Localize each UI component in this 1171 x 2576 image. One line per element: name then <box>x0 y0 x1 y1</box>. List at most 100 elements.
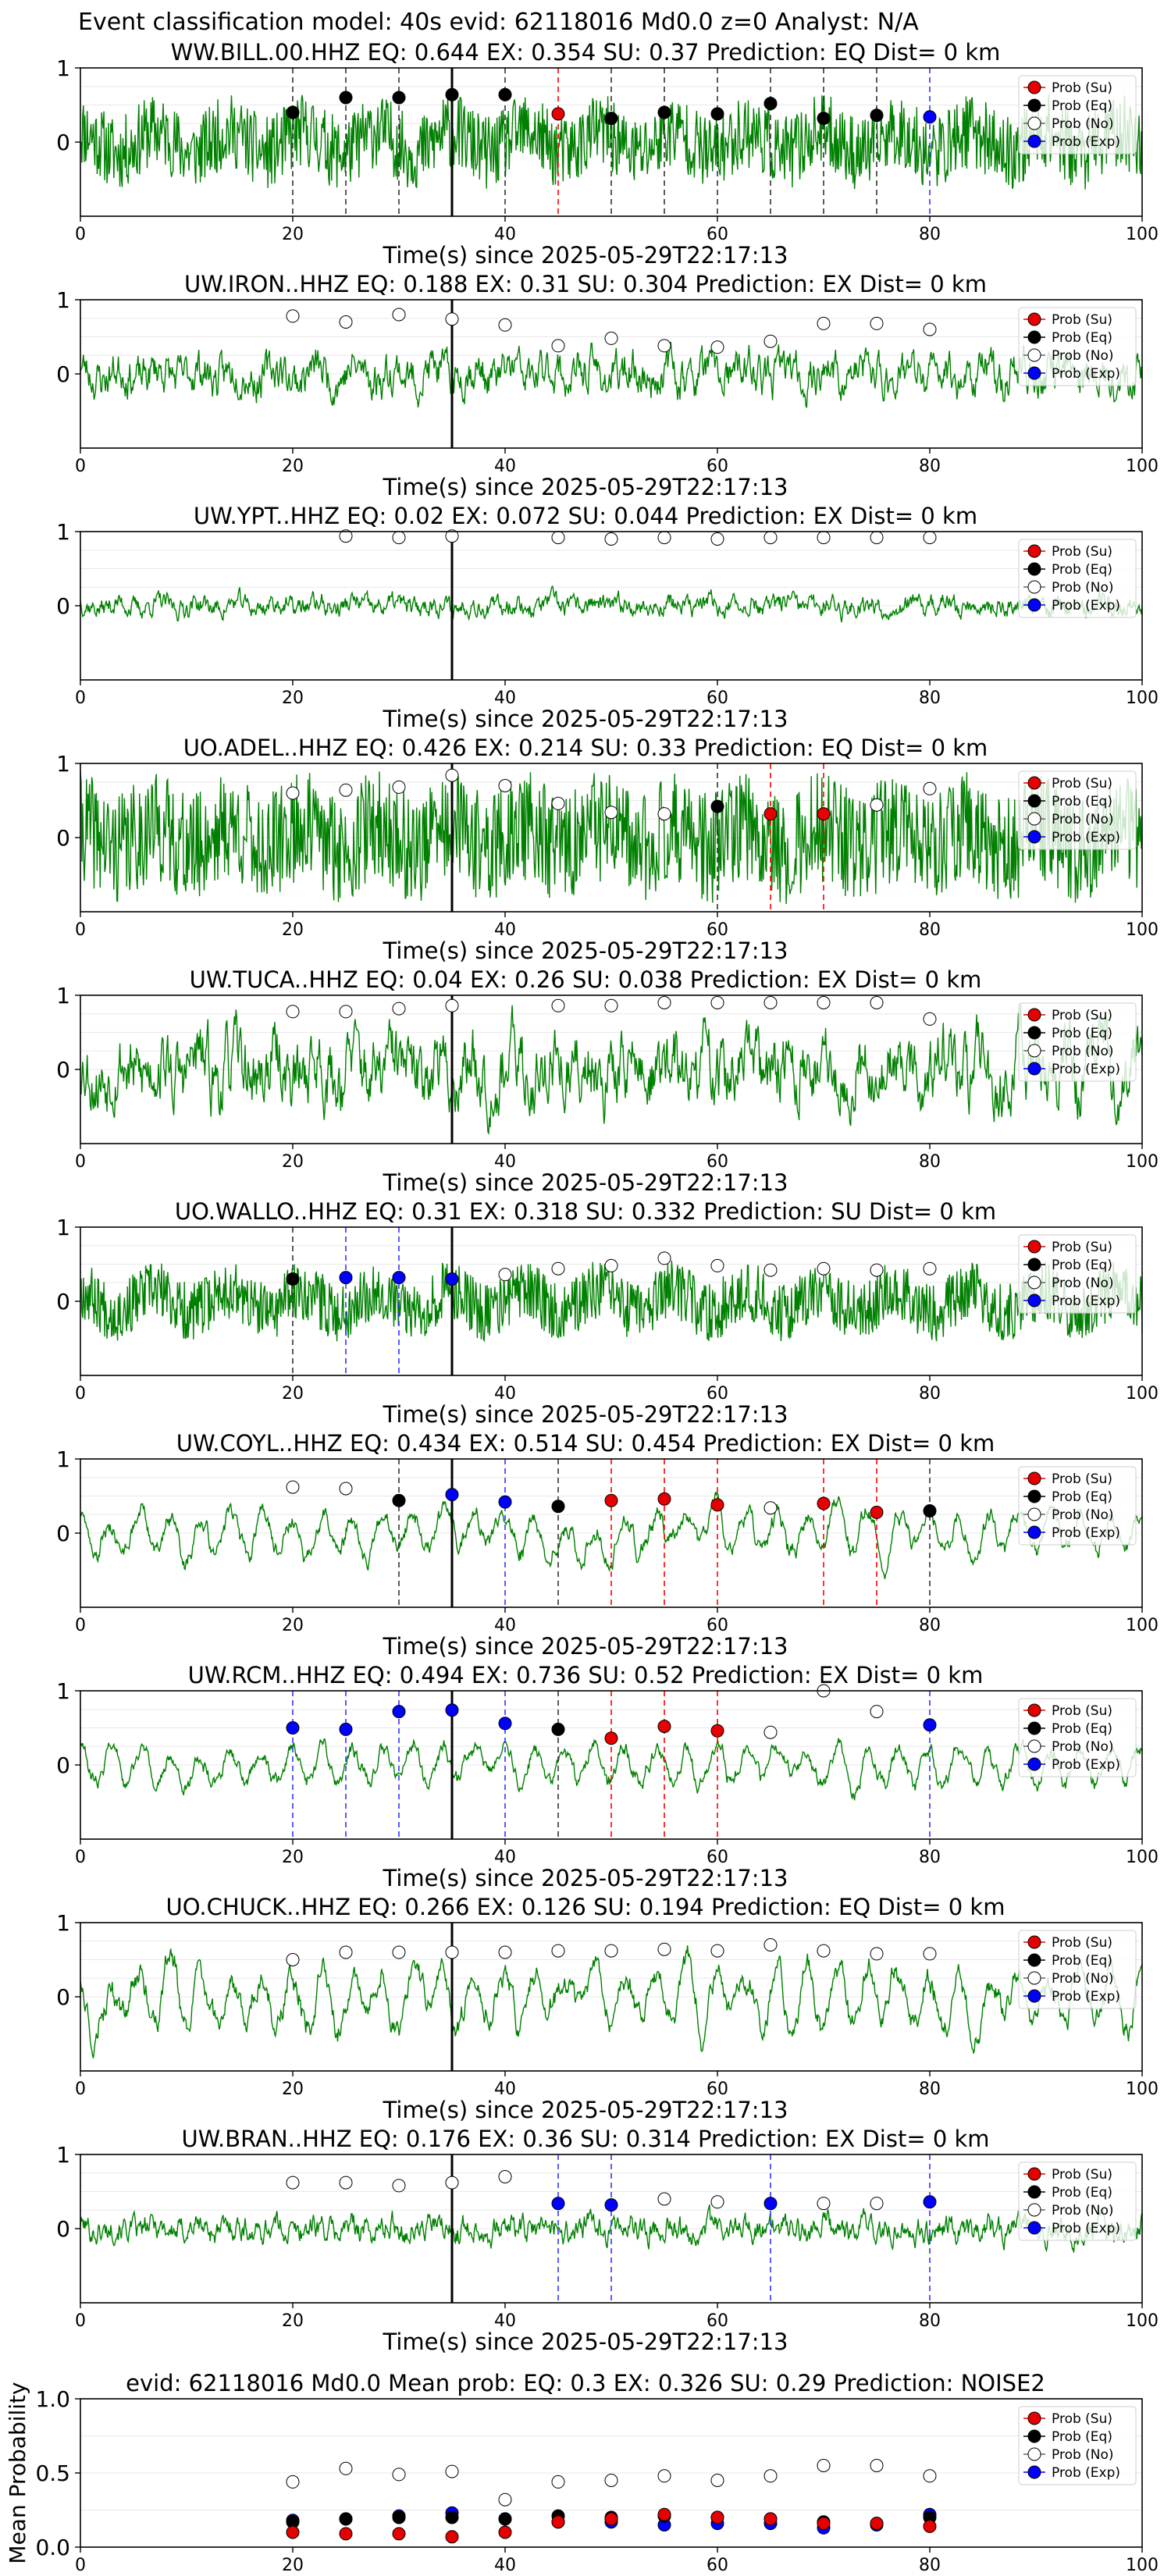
legend-label-eq: Prob (Eq) <box>1052 794 1112 809</box>
prob-marker-no <box>604 998 618 1012</box>
y-tick-label: 1 <box>56 751 70 777</box>
prob-marker-exp <box>923 1718 937 1732</box>
prob-marker-no <box>870 1947 884 1961</box>
legend-label-su: Prob (Su) <box>1052 1008 1112 1023</box>
prob-marker-no <box>392 1945 406 1959</box>
prob-marker-no <box>817 2197 831 2211</box>
prob-marker-no <box>870 1263 884 1277</box>
legend-label-eq: Prob (Eq) <box>1052 98 1112 114</box>
prob-marker-no <box>339 1482 353 1496</box>
mean-prob-marker-su <box>498 2525 512 2539</box>
y-tick-label: 0 <box>56 1521 70 1546</box>
prob-marker-no <box>445 2176 459 2190</box>
panel-7: UW.RCM..HHZ EQ: 0.494 EX: 0.736 SU: 0.52… <box>56 1662 1159 1891</box>
legend-marker-su <box>1027 80 1041 94</box>
prob-marker-no <box>551 1944 565 1958</box>
prob-marker-exp <box>763 2197 778 2211</box>
legend-label-no: Prob (No) <box>1052 116 1114 132</box>
mean-prob-marker-no <box>551 2475 565 2489</box>
prob-marker-no <box>710 1258 724 1272</box>
prob-marker-no <box>392 780 406 794</box>
prob-marker-su <box>763 807 778 821</box>
prob-marker-exp <box>445 1703 459 1717</box>
panel-title: UO.WALLO..HHZ EQ: 0.31 EX: 0.318 SU: 0.3… <box>175 1198 996 1225</box>
x-tick-label: 100 <box>1126 1384 1159 1404</box>
x-tick-label: 20 <box>282 225 304 244</box>
x-axis-label: Time(s) since 2025-05-29T22:17:13 <box>383 1169 788 1196</box>
mean-prob-marker-no <box>604 2474 618 2487</box>
mean-prob-marker-eq <box>339 2512 353 2526</box>
prob-marker-no <box>286 309 300 323</box>
legend-marker-no <box>1027 1739 1041 1753</box>
legend-label-su: Prob (Su) <box>1052 2167 1112 2183</box>
prob-marker-eq <box>286 1272 300 1286</box>
prob-marker-eq <box>498 87 512 101</box>
prob-marker-eq <box>339 91 353 105</box>
prob-marker-su <box>817 1496 831 1510</box>
legend-label-no: Prob (No) <box>1052 2447 1114 2463</box>
prob-marker-eq <box>710 107 724 121</box>
panel-9: UW.BRAN..HHZ EQ: 0.176 EX: 0.36 SU: 0.31… <box>56 2126 1159 2355</box>
prob-marker-no <box>657 807 671 821</box>
mean-prob-marker-no <box>923 2469 937 2483</box>
x-tick-label: 80 <box>919 2311 941 2331</box>
mean-prob-marker-su <box>657 2507 671 2521</box>
prob-marker-no <box>604 1944 618 1958</box>
x-tick-label: 60 <box>707 1616 728 1635</box>
legend-label-no: Prob (No) <box>1052 1507 1114 1523</box>
mean-prob-marker-no <box>445 2464 459 2478</box>
prob-marker-no <box>657 996 671 1009</box>
mean-prob-marker-no <box>392 2467 406 2482</box>
legend-marker-su <box>1027 1935 1041 1949</box>
panel-title: UW.BRAN..HHZ EQ: 0.176 EX: 0.36 SU: 0.31… <box>181 2126 989 2152</box>
legend-marker-su <box>1027 2167 1041 2181</box>
panel-title: WW.BILL.00.HHZ EQ: 0.644 EX: 0.354 SU: 0… <box>171 39 1001 66</box>
legend-label-no: Prob (No) <box>1052 812 1114 827</box>
seismic-trace <box>80 770 1143 905</box>
legend-marker-eq <box>1027 2429 1041 2443</box>
x-tick-label: 0 <box>75 2080 86 2099</box>
figure-suptitle: Event classification model: 40s evid: 62… <box>78 9 919 36</box>
legend-label-su: Prob (Su) <box>1052 544 1112 560</box>
x-tick-label: 0 <box>75 688 86 708</box>
legend-label-no: Prob (No) <box>1052 1276 1114 1291</box>
legend-marker-eq <box>1027 1953 1041 1967</box>
prob-marker-no <box>498 1945 512 1959</box>
prob-marker-no <box>339 1005 353 1019</box>
prob-marker-no <box>763 334 778 348</box>
x-tick-label: 80 <box>919 688 941 708</box>
prob-marker-su <box>710 1724 724 1738</box>
seismic-trace <box>80 585 1143 623</box>
x-tick-label: 0 <box>75 1384 86 1404</box>
mean-prob-marker-su <box>763 2512 778 2526</box>
prob-marker-no <box>710 1944 724 1958</box>
x-tick-label: 100 <box>1126 225 1159 244</box>
prob-marker-no <box>445 529 459 543</box>
seismic-trace <box>80 1004 1143 1135</box>
prob-marker-exp <box>498 1495 512 1509</box>
legend-label-eq: Prob (Eq) <box>1052 1026 1112 1041</box>
legend-box <box>1018 1698 1137 1777</box>
legend-marker-su <box>1027 1240 1041 1254</box>
prob-marker-no <box>551 998 565 1012</box>
mean-prob-marker-su <box>551 2515 565 2529</box>
x-tick-label: 20 <box>282 457 304 476</box>
x-axis-label: Time(s) since 2025-05-29T22:17:13 <box>383 1633 788 1660</box>
prob-marker-no <box>339 529 353 543</box>
panel-title: UW.TUCA..HHZ EQ: 0.04 EX: 0.26 SU: 0.038… <box>190 966 982 993</box>
x-tick-label: 20 <box>282 1384 304 1404</box>
prob-marker-exp <box>604 2198 618 2212</box>
legend-marker-exp <box>1027 598 1041 612</box>
prob-marker-eq <box>392 1493 406 1507</box>
prob-marker-no <box>870 996 884 1009</box>
legend-label-su: Prob (Su) <box>1052 1935 1112 1951</box>
legend-marker-eq <box>1027 98 1041 112</box>
prob-marker-no <box>551 1261 565 1276</box>
legend-label-eq: Prob (Eq) <box>1052 1953 1112 1969</box>
legend-marker-eq <box>1027 794 1041 808</box>
x-tick-label: 60 <box>707 920 728 940</box>
prob-marker-no <box>392 531 406 545</box>
legend-label-eq: Prob (Eq) <box>1052 1489 1112 1505</box>
legend-marker-exp <box>1027 1757 1041 1771</box>
